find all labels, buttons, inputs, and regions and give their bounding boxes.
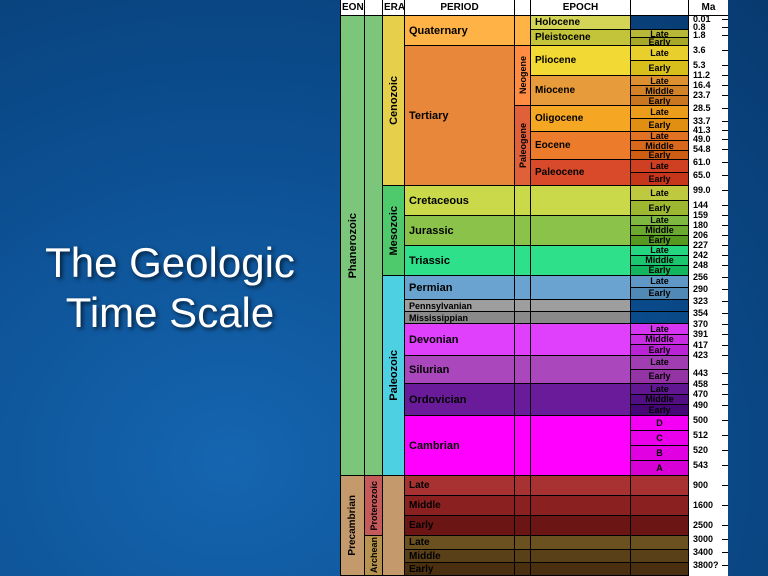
epoch-header: EPOCH <box>531 0 630 16</box>
subperiod-column: NeogenePaleogene <box>514 0 530 576</box>
ma-value: 3.6 <box>693 45 706 55</box>
ma-value: 61.0 <box>693 157 711 167</box>
ma-value: 3800? <box>693 560 719 570</box>
ma-value: 23.7 <box>693 90 711 100</box>
ma-value: 370 <box>693 319 708 329</box>
ma-value: 458 <box>693 379 708 389</box>
ma-value: 500 <box>693 415 708 425</box>
period-header: PERIOD <box>405 0 514 16</box>
ma-value: 391 <box>693 329 708 339</box>
subepoch-column: LateEarlyLateEarlyLateMiddleEarlyLateEar… <box>630 0 688 576</box>
ma-value: 3000 <box>693 534 713 544</box>
ma-value: 227 <box>693 240 708 250</box>
ma-value: 206 <box>693 230 708 240</box>
ma-value: 490 <box>693 400 708 410</box>
ma-value: 99.0 <box>693 185 711 195</box>
era-header: ERA <box>383 0 404 16</box>
epoch-column: EPOCH HolocenePleistocenePlioceneMiocene… <box>530 0 630 576</box>
eon-column: EON PhanerozoicPrecambrian <box>340 0 364 576</box>
ma-value: 323 <box>693 296 708 306</box>
subeon-column: ProterozoicArchean <box>364 0 382 576</box>
ma-value: 54.8 <box>693 144 711 154</box>
ma-value: 417 <box>693 340 708 350</box>
ma-value: 248 <box>693 260 708 270</box>
ma-value: 159 <box>693 210 708 220</box>
title-panel: The Geologic Time Scale <box>0 0 340 576</box>
ma-value: 256 <box>693 272 708 282</box>
page-title: The Geologic Time Scale <box>20 238 320 339</box>
ma-value: 1600 <box>693 500 713 510</box>
ma-value: 443 <box>693 368 708 378</box>
era-column: ERA CenozoicMesozoicPaleozoic <box>382 0 404 576</box>
ma-value: 242 <box>693 250 708 260</box>
ma-value: 354 <box>693 308 708 318</box>
eon-header: EON <box>341 0 364 16</box>
ma-value: 520 <box>693 445 708 455</box>
ma-value: 512 <box>693 430 708 440</box>
ma-value: 470 <box>693 389 708 399</box>
ma-value: 16.4 <box>693 80 711 90</box>
ma-value: 11.2 <box>693 70 710 80</box>
ma-value: 423 <box>693 350 708 360</box>
ma-value: 5.3 <box>693 60 706 70</box>
ma-value: 2500 <box>693 520 713 530</box>
ma-value: 1.8 <box>693 30 706 40</box>
timescale-chart: EON PhanerozoicPrecambrian ProterozoicAr… <box>340 0 768 576</box>
period-column: PERIOD QuaternaryTertiaryCretaceousJuras… <box>404 0 514 576</box>
ma-value: 290 <box>693 284 708 294</box>
ma-value: 28.5 <box>693 103 711 113</box>
ma-value: 65.0 <box>693 170 711 180</box>
ma-value: 3400 <box>693 547 713 557</box>
ma-value: 900 <box>693 480 708 490</box>
ma-value: 49.0 <box>693 134 711 144</box>
ma-value: 144 <box>693 200 708 210</box>
ma-value: 543 <box>693 460 708 470</box>
ma-value: 180 <box>693 220 708 230</box>
ma-column: Ma 0.010.81.83.65.311.216.423.728.533.74… <box>688 0 728 576</box>
